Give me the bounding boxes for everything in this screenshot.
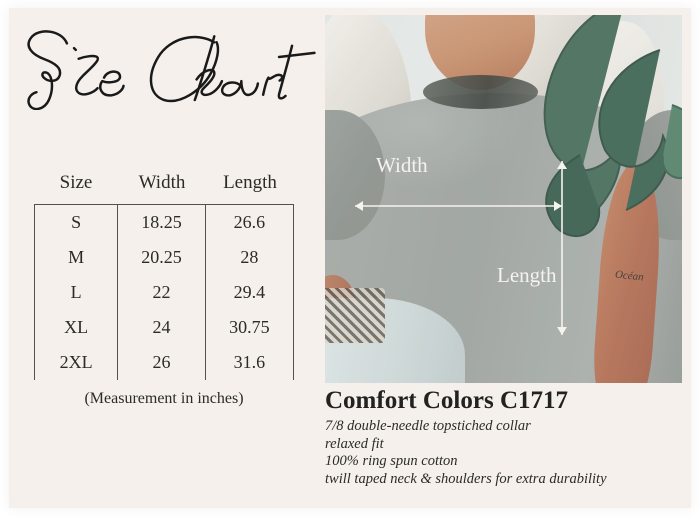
svg-text:Length: Length <box>497 263 557 287</box>
svg-text:Width: Width <box>376 153 428 177</box>
